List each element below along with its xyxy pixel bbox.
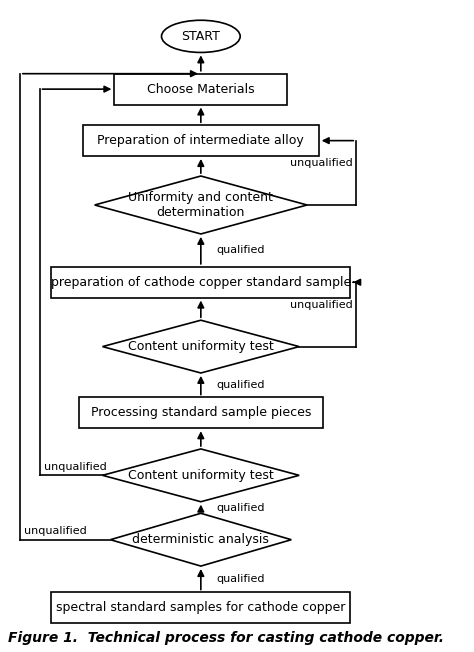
Text: qualified: qualified [217,245,265,256]
Text: Figure 1.  Technical process for casting cathode copper.: Figure 1. Technical process for casting … [8,630,444,645]
Text: START: START [182,30,220,43]
Text: unqualified: unqualified [44,462,106,472]
Text: Processing standard sample pieces: Processing standard sample pieces [91,406,311,419]
Polygon shape [95,176,307,234]
Text: Choose Materials: Choose Materials [147,83,255,96]
Text: qualified: qualified [217,503,265,512]
Polygon shape [102,449,299,502]
Text: unqualified: unqualified [24,526,87,537]
Text: Content uniformity test: Content uniformity test [128,340,273,353]
Polygon shape [110,513,292,566]
Text: qualified: qualified [217,380,265,390]
Text: deterministic analysis: deterministic analysis [132,533,269,546]
Text: qualified: qualified [217,574,265,584]
Text: preparation of cathode copper standard sample: preparation of cathode copper standard s… [51,276,351,289]
Polygon shape [102,320,299,373]
FancyBboxPatch shape [83,125,319,156]
FancyBboxPatch shape [51,593,350,623]
FancyBboxPatch shape [79,398,323,428]
Text: Content uniformity test: Content uniformity test [128,469,273,482]
Text: Preparation of intermediate alloy: Preparation of intermediate alloy [98,134,304,147]
FancyBboxPatch shape [114,74,287,104]
FancyBboxPatch shape [51,267,350,298]
Text: Uniformity and content
determination: Uniformity and content determination [128,191,273,219]
Text: unqualified: unqualified [290,158,352,168]
Ellipse shape [162,20,240,52]
Text: unqualified: unqualified [290,300,352,310]
Text: spectral standard samples for cathode copper: spectral standard samples for cathode co… [56,601,346,614]
